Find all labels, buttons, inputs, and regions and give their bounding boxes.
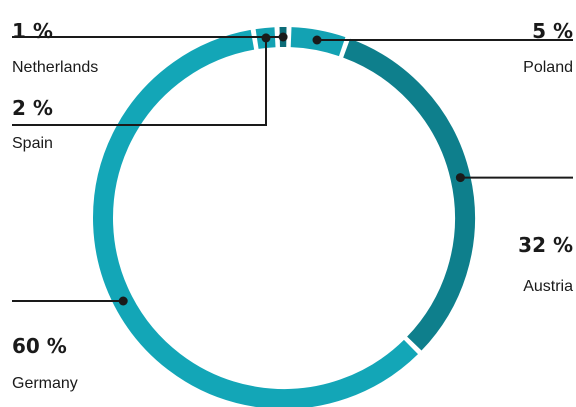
- slice-austria: [343, 38, 475, 351]
- donut-slices: [93, 27, 475, 407]
- leader-dot-spain: [261, 33, 271, 43]
- slice-germany: [93, 29, 418, 407]
- leader-dot-netherlands: [278, 32, 288, 42]
- poland-value-label: 5 %: [532, 19, 573, 43]
- spain-name-label: Spain: [12, 135, 53, 152]
- poland-name-label: Poland: [523, 59, 573, 76]
- leader-lines: [12, 32, 573, 306]
- austria-name-label: Austria: [523, 278, 573, 295]
- leader-line-spain: [12, 37, 267, 126]
- leader-dot-poland: [312, 35, 322, 45]
- germany-value-label: 60 %: [12, 334, 67, 358]
- netherlands-value-label: 1 %: [12, 19, 53, 43]
- leader-dot-austria: [455, 173, 465, 183]
- netherlands-name-label: Netherlands: [12, 59, 98, 76]
- austria-value-label: 32 %: [518, 233, 573, 257]
- spain-value-label: 2 %: [12, 96, 53, 120]
- germany-name-label: Germany: [12, 375, 78, 392]
- leader-dot-germany: [118, 296, 128, 306]
